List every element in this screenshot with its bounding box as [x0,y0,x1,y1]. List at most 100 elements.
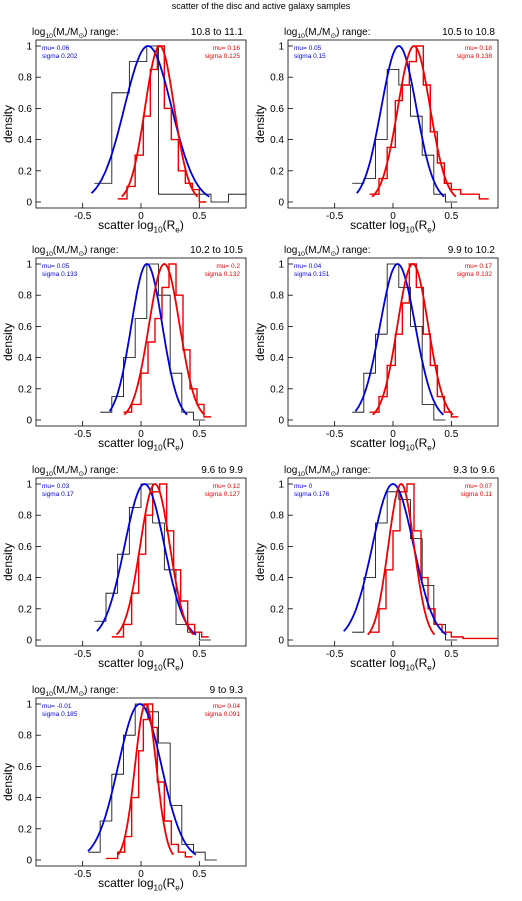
x-axis-label: scatter log10(Re) [350,218,436,234]
red-sigma-label: sigma 0.091 [205,711,241,718]
red-histogram [369,483,498,640]
blue-gaussian-fit [356,45,445,198]
black-histogram [94,45,246,203]
x-tick-label: 0 [138,211,144,222]
x-tick-label: 0.5 [192,869,206,880]
y-tick-label: 0.6 [270,542,284,553]
x-tick-label: -0.5 [74,649,92,660]
x-tick-label: -0.5 [74,869,92,880]
y-tick-label: 0 [26,636,32,647]
red-sigma-label: sigma 0.132 [457,271,493,278]
y-tick-label: 0.2 [270,166,284,177]
red-gaussian-fit [367,483,436,636]
y-tick-label: 0 [26,856,32,867]
y-tick-label: 0.4 [270,353,284,364]
y-tick-label: 1 [278,42,284,53]
mass-range-value: 9 to 9.3 [210,685,244,696]
blue-gaussian-fit [354,263,445,416]
y-tick-label: 0.8 [18,731,32,742]
mass-range-value: 9.9 to 10.2 [448,245,496,256]
y-tick-label: 0.4 [270,135,284,146]
panel-9.6-to-9.9: log10(M*/M⊙) range: 9.6 to 9.9mu= 0.03sig… [1,465,247,672]
red-gaussian-fit [372,263,454,416]
y-tick-label: 0.6 [18,542,32,553]
y-tick-label: 1 [278,260,284,271]
red-mu-label: mu= 0.16 [213,45,241,52]
blue-sigma-label: sigma 0.151 [294,271,330,278]
mass-range-label: log10(M*/M⊙) range: [284,245,371,258]
mass-range-label: log10(M*/M⊙) range: [32,245,119,258]
blue-mu-label: mu= 0.06 [42,45,70,52]
mass-range-label: log10(M*/M⊙) range: [284,465,371,478]
x-tick-label: 0 [390,211,396,222]
y-tick-label: 0.4 [18,793,32,804]
panel-9-to-9.3: log10(M*/M⊙) range: 9 to 9.3mu= -0.01sigm… [1,685,247,892]
y-tick-label: 0.6 [270,104,284,115]
figure-title: scatter of the disc and active galaxy sa… [171,1,351,11]
y-tick-label: 0.4 [18,135,32,146]
y-tick-label: 0.2 [270,384,284,395]
mass-range-value: 9.3 to 9.6 [453,465,495,476]
y-tick-label: 1 [26,700,32,711]
y-tick-label: 0 [26,416,32,427]
y-tick-label: 0.2 [18,384,32,395]
y-tick-label: 1 [26,480,32,491]
y-tick-label: 0.8 [270,73,284,84]
red-sigma-label: sigma 0.127 [205,491,241,498]
blue-mu-label: mu= -0.01 [42,703,72,710]
y-axis-label: density [1,105,15,143]
y-tick-label: 1 [26,42,32,53]
x-tick-label: 0.5 [192,211,206,222]
red-mu-label: mu= 0.04 [213,703,241,710]
x-tick-label: 0.5 [444,211,458,222]
red-histogram [369,45,489,200]
x-tick-label: -0.5 [74,429,92,440]
mass-range-value: 10.5 to 10.8 [442,27,495,38]
red-sigma-label: sigma 0.132 [205,271,241,278]
mass-range-label: log10(M*/M⊙) range: [32,27,119,40]
panel-10.5-to-10.8: log10(M*/M⊙) range: 10.5 to 10.8mu= 0.05s… [253,27,499,234]
y-tick-label: 0.2 [18,604,32,615]
y-tick-label: 0.4 [270,573,284,584]
blue-mu-label: mu= 0 [294,483,313,490]
x-tick-label: 0.5 [444,429,458,440]
red-gaussian-fit [115,483,195,636]
red-mu-label: mu= 0.17 [465,263,493,270]
panel-10.2-to-10.5: log10(M*/M⊙) range: 10.2 to 10.5mu= 0.05s… [1,245,247,452]
blue-sigma-label: sigma 0.185 [42,711,78,718]
red-mu-label: mu= 0.18 [465,45,493,52]
plot-frame [35,39,247,209]
red-mu-label: mu= 0.07 [465,483,493,490]
blue-mu-label: mu= 0.05 [294,45,322,52]
y-tick-label: 0.6 [18,762,32,773]
x-axis-label: scatter log10(Re) [98,656,184,672]
y-tick-label: 0 [26,198,32,209]
y-tick-label: 0.4 [18,353,32,364]
blue-gaussian-fit [108,263,188,416]
x-tick-label: 0 [138,649,144,660]
plot-frame [287,257,499,427]
y-axis-label: density [1,323,15,361]
x-tick-label: 0 [138,429,144,440]
y-tick-label: 1 [278,480,284,491]
x-tick-label: 0.5 [192,649,206,660]
y-tick-label: 0.8 [270,511,284,522]
blue-gaussian-fit [96,483,197,636]
x-axis-label: scatter log10(Re) [350,656,436,672]
red-gaussian-fit [371,45,457,198]
x-axis-label: scatter log10(Re) [98,876,184,892]
y-axis-label: density [1,763,15,801]
x-tick-label: -0.5 [74,211,92,222]
y-tick-label: 0.6 [18,322,32,333]
red-sigma-label: sigma 0.11 [461,491,493,498]
mass-range-value: 10.8 to 11.1 [191,27,244,38]
x-axis-label: scatter log10(Re) [350,436,436,452]
blue-gaussian-fit [90,45,210,198]
panel-9.3-to-9.6: log10(M*/M⊙) range: 9.3 to 9.6 mu= 0 sigma … [253,465,499,672]
y-tick-label: 0.6 [18,104,32,115]
y-tick-label: 0.2 [18,824,32,835]
x-tick-label: -0.5 [326,429,344,440]
mass-range-label: log10(M*/M⊙) range: [32,685,119,698]
y-tick-label: 0.4 [18,573,32,584]
